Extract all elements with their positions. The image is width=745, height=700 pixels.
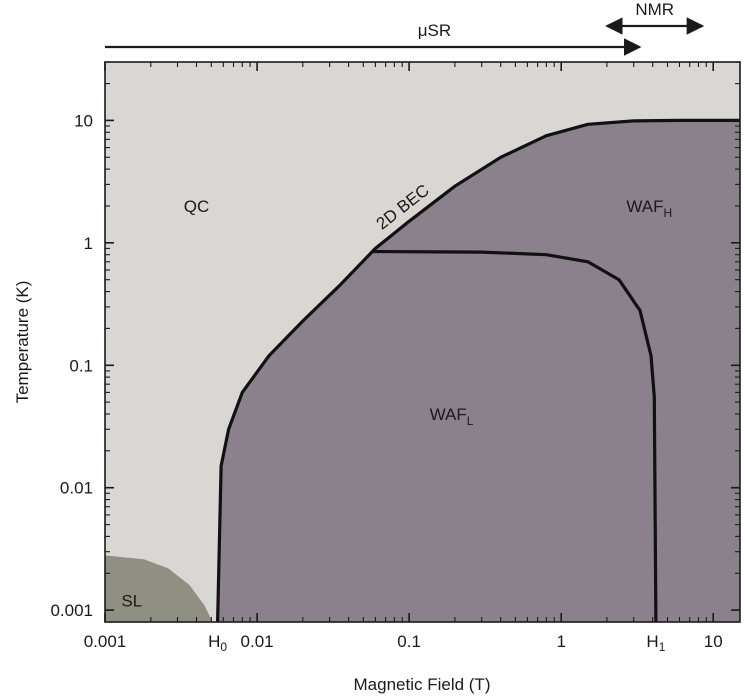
y-tick-labels: 0.001 0.01 0.1 1 10 xyxy=(50,111,93,620)
technique-ranges: μSR NMR xyxy=(105,0,705,56)
x-tick-labels: 0.001 0.01 0.1 1 10 xyxy=(84,632,723,651)
h0-tick-label: H0 xyxy=(208,632,227,654)
special-x-tick-labels: H0 H1 xyxy=(208,632,666,654)
waf-l-region-label: WAFL xyxy=(430,405,474,428)
x-tick-label: 0.001 xyxy=(84,632,127,651)
sl-region-label: SL xyxy=(121,591,142,610)
y-tick-label: 1 xyxy=(84,234,93,253)
sl-region-fill xyxy=(105,555,213,622)
x-axis-title: Magnetic Field (T) xyxy=(354,675,491,694)
y-axis-title: Temperature (K) xyxy=(13,281,32,404)
nmr-range-label: NMR xyxy=(635,0,674,19)
h1-tick-label: H1 xyxy=(646,632,665,654)
qc-region-label: QC xyxy=(184,197,210,216)
y-tick-label: 10 xyxy=(74,111,93,130)
plot-frame xyxy=(104,61,741,623)
upper-boundary-line xyxy=(216,118,740,622)
waf-region-fill xyxy=(217,120,740,622)
inner-boundary-line xyxy=(373,249,658,622)
x-tick-label: 0.01 xyxy=(241,632,274,651)
axis-ticks xyxy=(104,61,740,622)
region-labels: QC WAFH WAFL SL xyxy=(121,197,672,610)
usr-range-label: μSR xyxy=(418,21,451,40)
x-tick-label: 10 xyxy=(704,632,723,651)
y-tick-label: 0.01 xyxy=(60,479,93,498)
x-tick-label: 0.1 xyxy=(397,632,421,651)
waf-h-region-label: WAFH xyxy=(626,197,672,220)
y-tick-label: 0.1 xyxy=(69,356,93,375)
plot-regions xyxy=(105,62,740,622)
y-tick-label: 0.001 xyxy=(50,601,93,620)
x-tick-label: 1 xyxy=(556,632,565,651)
